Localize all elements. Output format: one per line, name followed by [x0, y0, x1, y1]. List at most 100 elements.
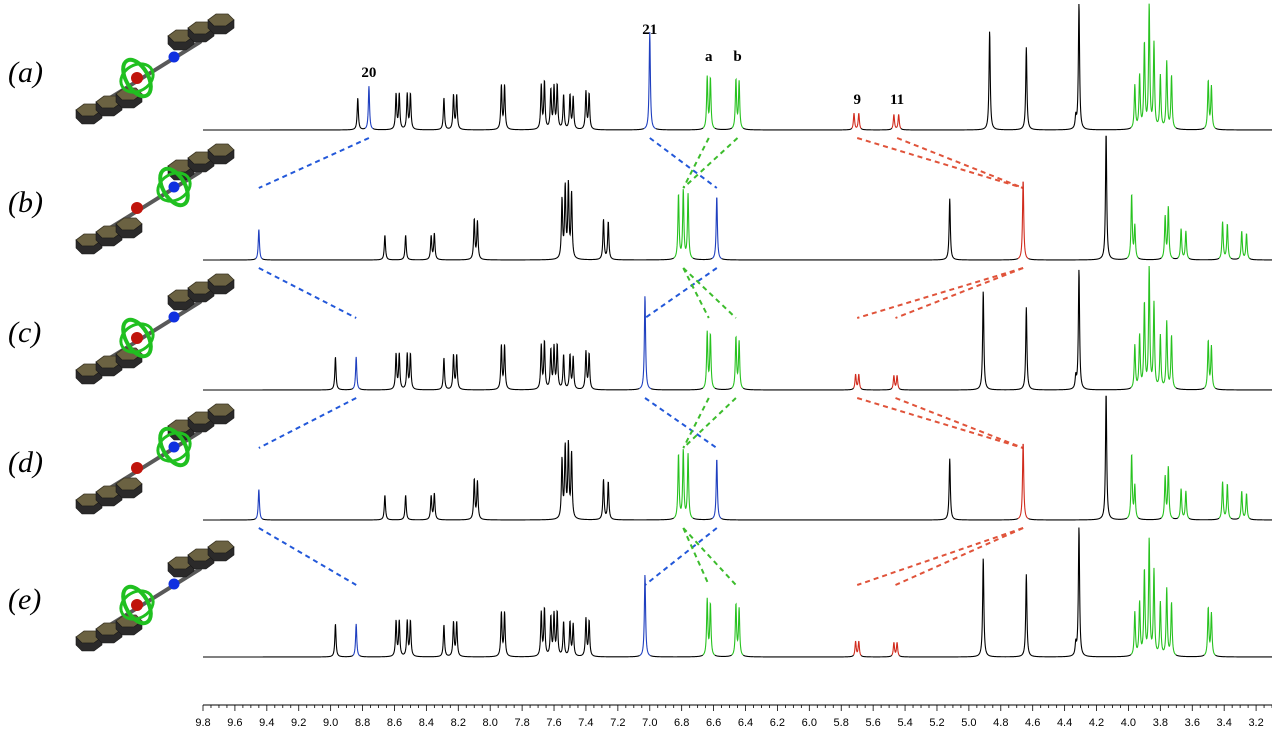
- x-tick-label: 4.8: [993, 717, 1008, 729]
- spectrum-segment: [1238, 231, 1251, 259]
- spectrum-segment: [1160, 206, 1174, 259]
- spectrum-segment: [203, 357, 354, 391]
- stopper-side: [95, 231, 123, 247]
- spectrum-segment: [255, 229, 263, 260]
- correlation-lines: [258, 137, 1024, 586]
- macrocycle-ring-outer: [119, 322, 155, 354]
- x-tick-label: 4.2: [1089, 717, 1104, 729]
- station-red: [131, 462, 143, 474]
- spectrum-segment: [1230, 257, 1240, 260]
- spectrum-segment: [702, 75, 716, 129]
- spectrum-segment: [203, 624, 354, 658]
- stopper-side: [187, 554, 215, 570]
- x-tick-label: 6.4: [738, 717, 753, 729]
- macrocycle-ring: [121, 317, 153, 359]
- x-tick-label: 9.4: [259, 717, 274, 729]
- stopper-side: [95, 361, 123, 377]
- x-tick-label: 3.4: [1217, 717, 1232, 729]
- peak-label-a: a: [705, 49, 713, 65]
- correlation-line: [682, 137, 739, 586]
- x-tick-label: 6.2: [770, 717, 785, 729]
- station-blue: [168, 181, 180, 193]
- x-tick-label: 7.4: [578, 717, 593, 729]
- spectrum-segment: [1177, 488, 1190, 519]
- spectrum-segment: [714, 654, 733, 657]
- peak-label-b: b: [733, 49, 741, 65]
- stopper-side: [75, 636, 103, 652]
- station-blue: [168, 441, 180, 453]
- station-blue: [168, 311, 180, 323]
- peak-label-20: 20: [361, 65, 376, 81]
- x-tick-label: 5.4: [897, 717, 912, 729]
- x-tick-label: 8.0: [483, 717, 498, 729]
- x-tick-label: 6.0: [802, 717, 817, 729]
- state-label: (b): [8, 186, 43, 219]
- x-tick-label: 6.8: [674, 717, 689, 729]
- spectrum-segment: [203, 98, 366, 131]
- spectrum-segment: [364, 86, 374, 129]
- spectrum-trace: [203, 527, 1272, 658]
- spectrum-segment: [1215, 127, 1272, 131]
- stopper-side: [95, 491, 123, 507]
- correlation-line: [258, 137, 370, 586]
- spectrum-segment: [1172, 257, 1179, 260]
- spectrum-segment: [650, 654, 704, 658]
- state-labels: (a) (b) (c) (d) (e): [8, 56, 43, 616]
- x-tick-label: 7.2: [610, 717, 625, 729]
- spectrum-segment: [853, 373, 862, 389]
- macrocycle-ring: [121, 57, 153, 99]
- spectrum-segment: [1177, 228, 1190, 259]
- stopper-side: [115, 93, 143, 109]
- station-red: [131, 202, 143, 214]
- stopper-side: [207, 149, 235, 165]
- macrocycle-ring-outer: [156, 431, 192, 463]
- spectrum-segment: [742, 127, 853, 131]
- spectrum-segment: [721, 198, 1019, 261]
- spectrum-segment: [1028, 135, 1128, 261]
- spectrum-segment: [203, 518, 256, 521]
- spectrum-segment: [1238, 491, 1251, 519]
- spectrum-segment: [860, 387, 893, 391]
- x-tick-label: 3.2: [1248, 717, 1263, 729]
- spectrum-segment: [1130, 3, 1177, 129]
- spectrum-segment: [203, 258, 256, 261]
- x-tick-label: 8.8: [355, 717, 370, 729]
- spectrum-segment: [1215, 654, 1272, 658]
- x-tick-label: 8.2: [451, 717, 466, 729]
- stopper-side: [75, 499, 103, 515]
- x-axis: 9.8 9.6 9.4 9.2 9.0 8.8 8.6 8.4 8.2 8.0 7.8 7.6 7.4 7…: [195, 704, 1272, 729]
- rotaxane-cartoon: [75, 143, 235, 255]
- x-tick-label: 9.0: [323, 717, 338, 729]
- x-tick-label: 5.0: [961, 717, 976, 729]
- state-label: (e): [8, 583, 41, 616]
- x-tick-label: 9.6: [227, 717, 242, 729]
- spectrum-segment: [702, 597, 716, 656]
- spectrum-trace: [203, 135, 1272, 261]
- spectrum-segment: [1218, 481, 1232, 519]
- x-tick-label: 4.6: [1025, 717, 1040, 729]
- stopper-side: [207, 409, 235, 425]
- spectrum-segment: [1230, 517, 1240, 520]
- macrocycle-ring: [158, 426, 190, 468]
- spectrum-segment: [714, 387, 733, 390]
- stopper-side: [167, 562, 195, 578]
- stopper-side: [207, 546, 235, 562]
- spectrum-trace: [203, 395, 1272, 521]
- spectrum-segment: [1126, 193, 1139, 259]
- stopper-side: [115, 223, 143, 239]
- spectrum-segment: [359, 606, 640, 658]
- spectrum-segment: [1249, 257, 1272, 261]
- macrocycle-ring: [158, 166, 190, 208]
- stopper-side: [75, 369, 103, 385]
- spectrum-segment: [639, 296, 652, 390]
- spectrum-segment: [1188, 517, 1220, 521]
- spectrum-segment: [673, 189, 694, 259]
- spectrum-segment: [639, 574, 651, 657]
- x-tick-label: 5.8: [834, 717, 849, 729]
- stopper-side: [115, 620, 143, 636]
- macrocycle-ring: [121, 584, 153, 626]
- spectrum-segment: [261, 440, 675, 521]
- spectrum-segment: [1175, 654, 1205, 658]
- spectrum-segment: [891, 642, 900, 656]
